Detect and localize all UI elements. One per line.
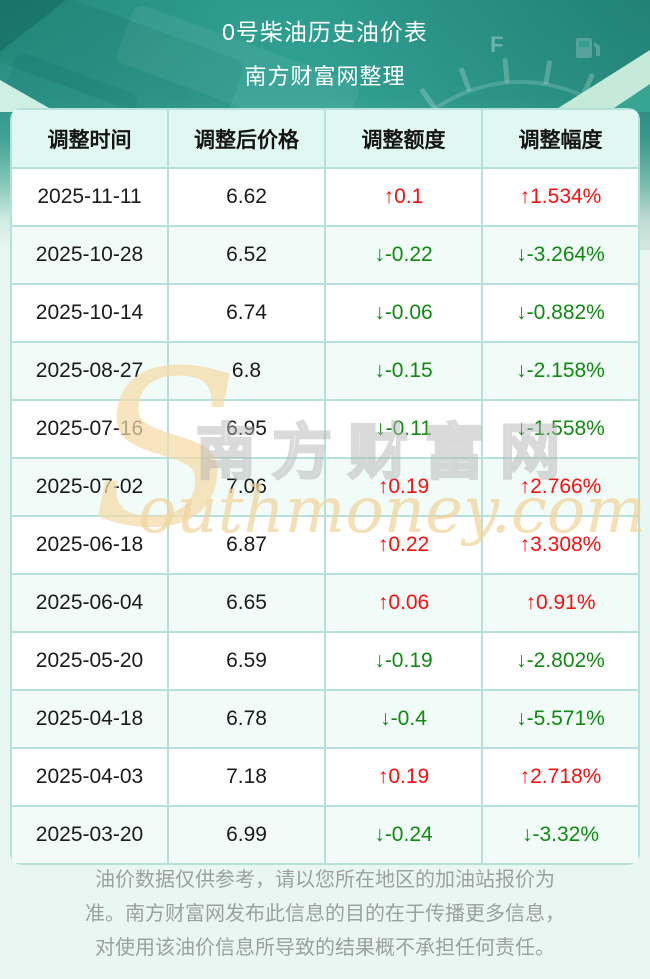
- cell-date: 2025-04-03: [10, 747, 169, 807]
- price-table: 调整时间 调整后价格 调整额度 调整幅度 2025-11-11 6.62 ↑0.…: [10, 108, 640, 865]
- column-header-change: 调整额度: [324, 108, 483, 169]
- cell-change: ↑0.06: [324, 573, 483, 633]
- cell-price: 6.62: [167, 167, 326, 227]
- cell-change: ↓-0.15: [324, 341, 483, 401]
- column-header-percent: 调整幅度: [481, 108, 640, 169]
- cell-price: 6.8: [167, 341, 326, 401]
- ribbon-fold-right: [608, 84, 650, 112]
- cell-percent: ↓-3.32%: [481, 805, 640, 865]
- cell-change: ↓-0.22: [324, 225, 483, 285]
- price-table-body: 2025-11-11 6.62 ↑0.1 ↑1.534% 2025-10-28 …: [10, 167, 640, 865]
- cell-change: ↓-0.11: [324, 399, 483, 459]
- cell-price: 6.99: [167, 805, 326, 865]
- cell-price: 6.65: [167, 573, 326, 633]
- cell-price: 6.59: [167, 631, 326, 691]
- table-row: 2025-10-14 6.74 ↓-0.06 ↓-0.882%: [10, 283, 640, 343]
- cell-change: ↑0.19: [324, 457, 483, 517]
- corner-shade-shape: [0, 0, 66, 52]
- cell-date: 2025-10-14: [10, 283, 169, 343]
- cell-price: 7.18: [167, 747, 326, 807]
- table-row: 2025-06-18 6.87 ↑0.22 ↑3.308%: [10, 515, 640, 575]
- disclaimer: 油价数据仅供参考，请以您所在地区的加油站报价为 准。南方财富网发布此信息的目的在…: [0, 863, 650, 965]
- cell-price: 6.52: [167, 225, 326, 285]
- cell-price: 6.87: [167, 515, 326, 575]
- column-header-price: 调整后价格: [167, 108, 326, 169]
- cell-date: 2025-11-11: [10, 167, 169, 227]
- cell-date: 2025-06-04: [10, 573, 169, 633]
- cell-percent: ↑0.91%: [481, 573, 640, 633]
- table-row: 2025-07-02 7.06 ↑0.19 ↑2.766%: [10, 457, 640, 517]
- page-subtitle: 南方财富网整理: [244, 63, 406, 89]
- cell-percent: ↓-1.558%: [481, 399, 640, 459]
- cell-percent: ↓-2.158%: [481, 341, 640, 401]
- cell-date: 2025-06-18: [10, 515, 169, 575]
- disclaimer-line: 准。南方财富网发布此信息的目的在于传播更多信息，: [85, 903, 565, 925]
- page-title: 0号柴油历史油价表: [222, 19, 428, 45]
- cell-price: 7.06: [167, 457, 326, 517]
- cell-percent: ↓-5.571%: [481, 689, 640, 749]
- cell-date: 2025-07-16: [10, 399, 169, 459]
- disclaimer-line: 油价数据仅供参考，请以您所在地区的加油站报价为: [95, 869, 555, 891]
- cell-date: 2025-05-20: [10, 631, 169, 691]
- column-header-date: 调整时间: [10, 108, 169, 169]
- table-row: 2025-05-20 6.59 ↓-0.19 ↓-2.802%: [10, 631, 640, 691]
- table-row: 2025-10-28 6.52 ↓-0.22 ↓-3.264%: [10, 225, 640, 285]
- cell-percent: ↑2.766%: [481, 457, 640, 517]
- ribbon-wedge-left: [0, 80, 56, 112]
- table-row: 2025-04-03 7.18 ↑0.19 ↑2.718%: [10, 747, 640, 807]
- cell-date: 2025-08-27: [10, 341, 169, 401]
- cell-percent: ↓-0.882%: [481, 283, 640, 343]
- cell-percent: ↑2.718%: [481, 747, 640, 807]
- cell-change: ↓-0.4: [324, 689, 483, 749]
- cell-percent: ↓-2.802%: [481, 631, 640, 691]
- cell-change: ↑0.19: [324, 747, 483, 807]
- cell-price: 6.95: [167, 399, 326, 459]
- cell-change: ↑0.1: [324, 167, 483, 227]
- svg-text:F: F: [490, 32, 503, 57]
- cell-change: ↓-0.19: [324, 631, 483, 691]
- cell-percent: ↓-3.264%: [481, 225, 640, 285]
- cell-date: 2025-03-20: [10, 805, 169, 865]
- cell-date: 2025-07-02: [10, 457, 169, 517]
- cell-date: 2025-10-28: [10, 225, 169, 285]
- table-row: 2025-11-11 6.62 ↑0.1 ↑1.534%: [10, 167, 640, 227]
- table-row: 2025-08-27 6.8 ↓-0.15 ↓-2.158%: [10, 341, 640, 401]
- cell-change: ↓-0.24: [324, 805, 483, 865]
- table-header-row: 调整时间 调整后价格 调整额度 调整幅度: [10, 108, 640, 169]
- cell-change: ↓-0.06: [324, 283, 483, 343]
- table-row: 2025-04-18 6.78 ↓-0.4 ↓-5.571%: [10, 689, 640, 749]
- table-row: 2025-03-20 6.99 ↓-0.24 ↓-3.32%: [10, 805, 640, 865]
- table-row: 2025-06-04 6.65 ↑0.06 ↑0.91%: [10, 573, 640, 633]
- cell-change: ↑0.22: [324, 515, 483, 575]
- disclaimer-line: 对使用该油价信息所导致的结果概不承担任何责任。: [95, 937, 555, 959]
- cell-price: 6.78: [167, 689, 326, 749]
- cell-price: 6.74: [167, 283, 326, 343]
- cell-percent: ↑3.308%: [481, 515, 640, 575]
- cell-date: 2025-04-18: [10, 689, 169, 749]
- cell-percent: ↑1.534%: [481, 167, 640, 227]
- table-row: 2025-07-16 6.95 ↓-0.11 ↓-1.558%: [10, 399, 640, 459]
